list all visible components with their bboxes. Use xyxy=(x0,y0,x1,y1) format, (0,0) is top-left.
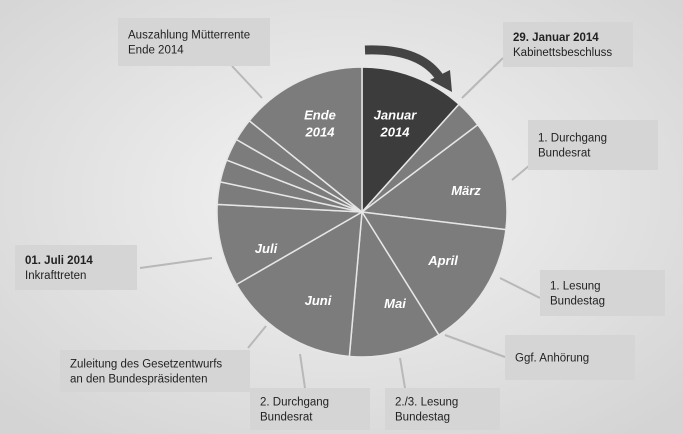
callout-text: 1. Durchgang xyxy=(538,133,607,145)
segment-label: Juli xyxy=(255,241,278,256)
pie-segment xyxy=(348,209,440,358)
pie-segment xyxy=(360,123,508,231)
leader-line xyxy=(299,353,306,389)
callout-text: 29. Januar 2014 xyxy=(513,32,599,44)
callout-text: Bundestag xyxy=(395,412,450,424)
callout-text: Bundesrat xyxy=(538,148,591,160)
arrow xyxy=(364,45,444,81)
segment-label: Januar xyxy=(374,108,418,123)
leader-line xyxy=(499,277,541,299)
callout-text: an den Bundespräsidenten xyxy=(70,374,207,386)
callout-text: Inkrafttreten xyxy=(25,270,86,282)
callout-text: 01. Juli 2014 xyxy=(25,255,93,267)
leader-line xyxy=(231,65,263,99)
segment-label: 2014 xyxy=(305,125,336,140)
callout-box xyxy=(503,22,633,67)
callout-box xyxy=(385,388,500,430)
callout-text: Auszahlung Mütterrente xyxy=(128,30,250,42)
callout-text: Bundesrat xyxy=(260,412,313,424)
segment-label: Mai xyxy=(384,296,406,311)
callout-text: Zuleitung des Gesetzentwurfs xyxy=(70,359,222,371)
segment-label: März xyxy=(451,183,481,198)
callout-text: Ende 2014 xyxy=(128,45,184,57)
pie-segment xyxy=(248,66,363,214)
callout-box xyxy=(118,18,270,66)
callout-box xyxy=(505,335,635,380)
pie-segment xyxy=(216,203,365,286)
callout-box xyxy=(15,245,137,290)
segment-label: April xyxy=(427,253,458,268)
pie-segment xyxy=(235,210,363,358)
leader-line xyxy=(461,57,504,99)
arrow-head xyxy=(430,70,452,92)
callout-box xyxy=(540,270,665,316)
segment-label: Juni xyxy=(305,293,332,308)
leader-line xyxy=(139,257,213,269)
callout-box xyxy=(60,350,250,392)
callout-text: 2. Durchgang xyxy=(260,397,329,409)
segment-label: Ende xyxy=(304,108,336,123)
callout-text: Ggf. Anhörung xyxy=(515,353,589,365)
callout-text: 1. Lesung xyxy=(550,281,601,293)
callout-box xyxy=(528,120,658,170)
leader-line xyxy=(444,334,506,358)
pie-segment xyxy=(360,211,507,337)
callout-box xyxy=(250,388,370,430)
pie-segment xyxy=(361,66,461,214)
callout-text: Bundestag xyxy=(550,296,605,308)
callout-text: 2./3. Lesung xyxy=(395,397,458,409)
leader-line xyxy=(247,325,267,349)
leader-line xyxy=(399,357,406,389)
callout-text: Kabinettsbeschluss xyxy=(513,47,612,59)
segment-label: 2014 xyxy=(380,125,411,140)
